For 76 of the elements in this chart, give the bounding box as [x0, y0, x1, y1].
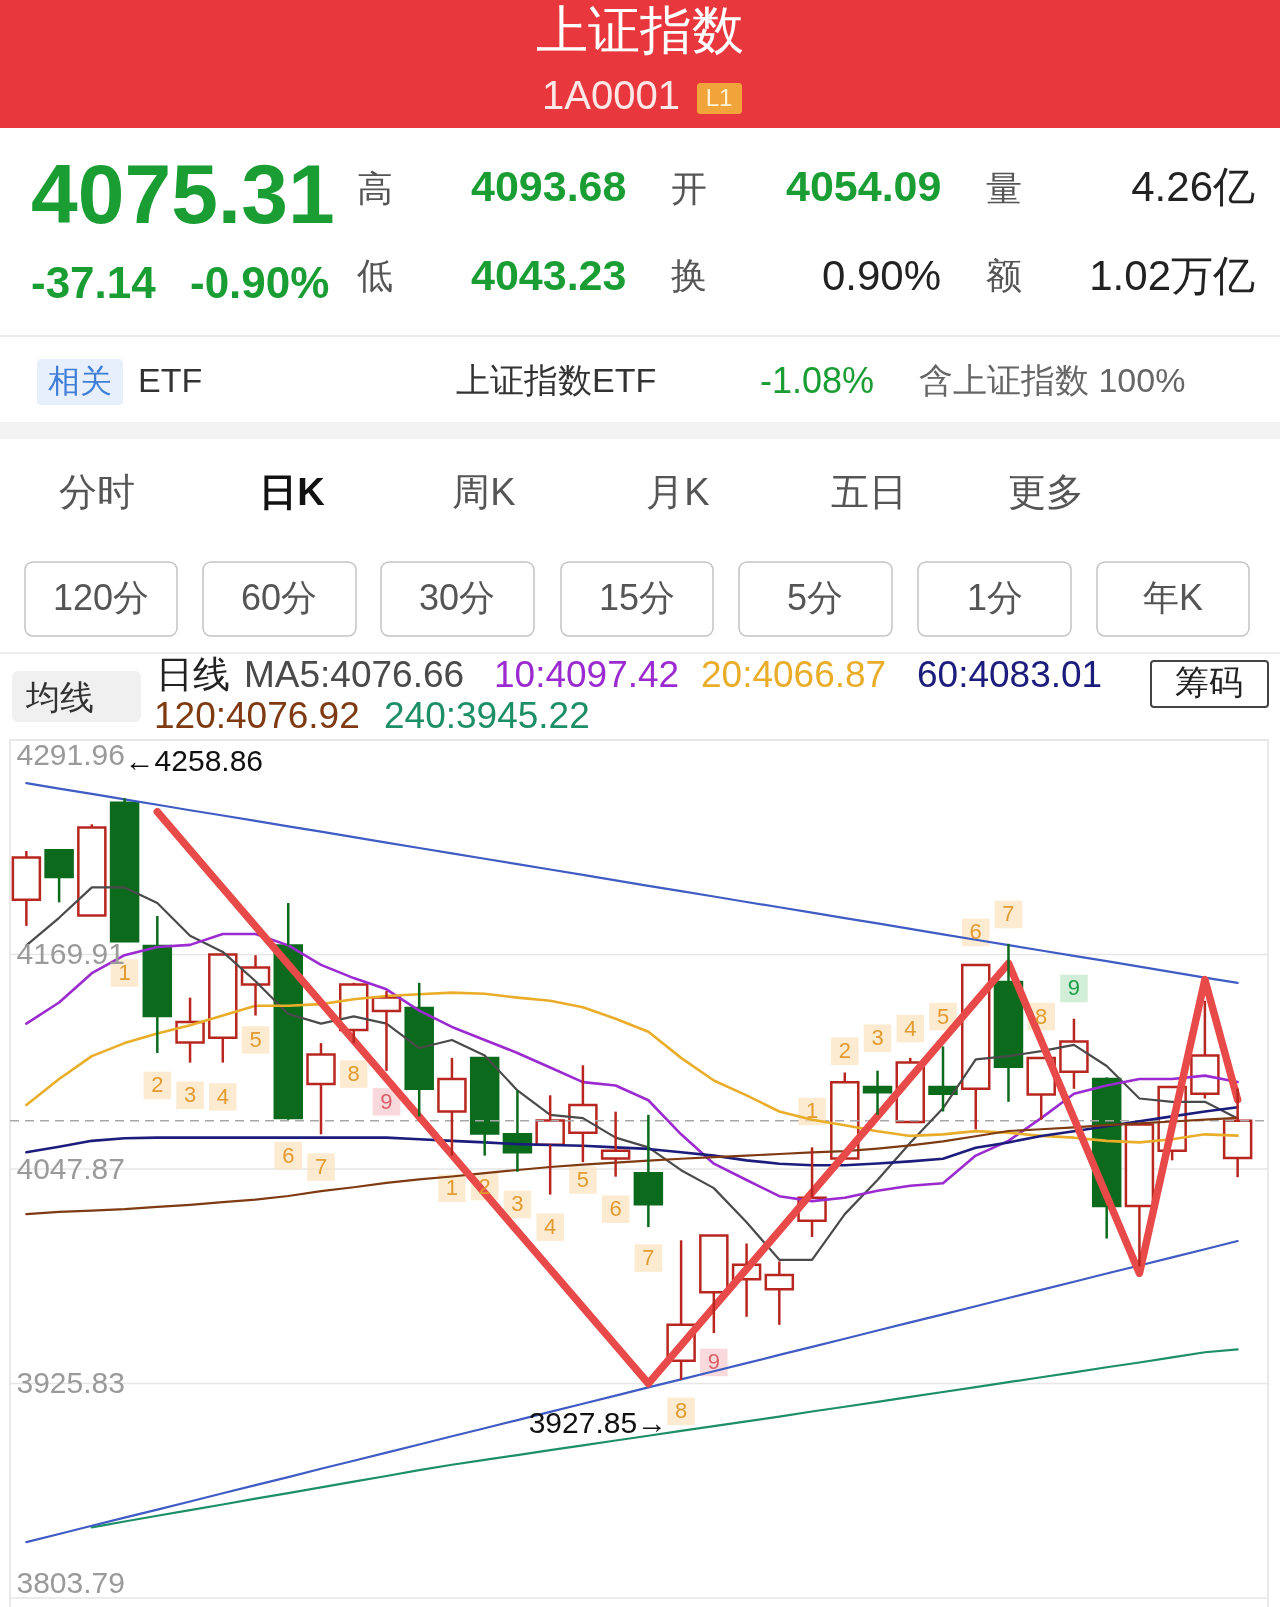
text: 4054.09	[786, 162, 942, 210]
text: 更多	[1008, 471, 1084, 513]
annotation: 8	[347, 1061, 360, 1087]
annotation: 6	[282, 1142, 295, 1168]
text: 60分	[240, 577, 318, 618]
text: -0.90%	[190, 258, 330, 307]
text: 含上证指数 100%	[919, 361, 1186, 399]
annotation: 4	[216, 1083, 229, 1109]
annotation: 4	[544, 1214, 557, 1240]
text: 15分	[598, 577, 676, 618]
annotation: 2	[838, 1038, 851, 1064]
annotation: 7	[642, 1245, 655, 1271]
y-tick-label: 3925.83	[16, 1366, 125, 1399]
text: 换	[671, 255, 707, 296]
text: 4075.31	[31, 147, 335, 241]
text: 均线	[25, 678, 94, 716]
text: 月K	[646, 471, 710, 513]
text: 五日	[831, 471, 907, 513]
text: -1.08%	[760, 360, 875, 401]
annotation: 8	[1035, 1003, 1048, 1029]
text: MA5:4076.66	[244, 654, 465, 695]
annotation: 1	[445, 1175, 459, 1201]
legend-title: 日线	[156, 654, 230, 695]
text: 上证指数ETF	[456, 361, 657, 399]
text: 0.90%	[821, 252, 941, 299]
annotation: 5	[576, 1167, 590, 1193]
text: 相关	[48, 363, 112, 399]
annotation: 6	[969, 919, 982, 945]
y-tick-label: 4047.87	[16, 1151, 125, 1185]
annotation: 8	[674, 1398, 688, 1424]
annotation: 9	[707, 1349, 720, 1375]
text: 60:4083.01	[917, 654, 1103, 695]
text: 10:4097.42	[494, 654, 680, 695]
text: 量	[986, 168, 1022, 209]
annotation: 5	[249, 1026, 262, 1052]
annotation: 3	[871, 1025, 884, 1051]
text: 4.26亿	[1131, 163, 1255, 210]
text: 120:4076.92	[154, 695, 360, 736]
chart-title: 上证指数	[536, 1, 744, 59]
annotation: 3	[511, 1191, 524, 1217]
text: 开	[671, 168, 707, 209]
text: 年K	[1142, 577, 1204, 618]
annotation: 2	[151, 1072, 164, 1098]
annotation: 9	[1067, 975, 1081, 1001]
annotation: 1	[805, 1098, 819, 1124]
annotation: 6	[609, 1196, 622, 1222]
y-tick-label: 4291.96	[16, 737, 125, 771]
annotation: 4	[904, 1015, 917, 1041]
annotation: 7	[1002, 901, 1015, 927]
text: 4043.23	[471, 251, 627, 299]
text: -37.14	[31, 258, 157, 307]
text: 4093.68	[471, 162, 627, 210]
text: ETF	[138, 361, 203, 399]
text: 1.02万亿	[1089, 252, 1255, 299]
text: 筹码	[1175, 663, 1243, 701]
text: 1分	[966, 577, 1024, 618]
y-tick-label: 3803.79	[16, 1565, 125, 1599]
annotation: 3	[183, 1082, 197, 1108]
text: 分时	[59, 471, 135, 513]
text: 5分	[786, 577, 844, 618]
annotation: 7	[314, 1154, 328, 1180]
text: 低	[357, 255, 393, 296]
chart-subtitle: 1A0001	[542, 73, 680, 117]
text: 高	[357, 168, 393, 209]
text: 20:4066.87	[701, 654, 887, 695]
annotation: ←4258.86	[124, 744, 264, 778]
annotation: 3927.85→	[528, 1405, 668, 1439]
annotation: 5	[936, 1003, 950, 1029]
text: 周K	[452, 471, 516, 513]
annotation: 9	[380, 1088, 393, 1114]
text: 额	[986, 255, 1022, 296]
text: 30分	[418, 577, 496, 618]
text: L1	[705, 84, 733, 111]
text: 日K	[259, 471, 326, 513]
text: 120分	[52, 577, 150, 618]
text: 240:3945.22	[384, 695, 590, 736]
